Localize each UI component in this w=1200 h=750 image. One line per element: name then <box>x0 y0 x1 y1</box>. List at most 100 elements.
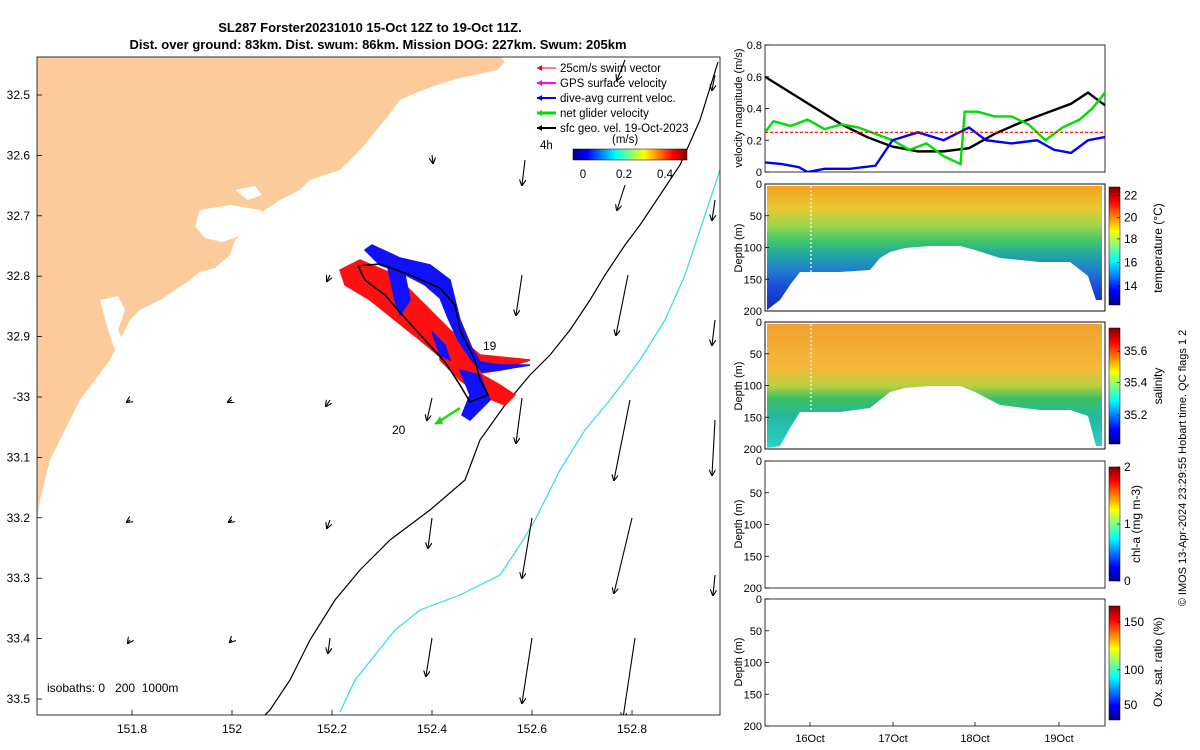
legend-entry: dive-avg current veloc. <box>560 93 676 105</box>
map-y-tick: 32.7 <box>7 209 31 223</box>
map-panel: 151.8 152 152.2 152.4 152.6 152.8 32.5 32.6 32.7… <box>7 56 721 736</box>
temperature-panel: 0 50 100 150 200 14 16 18 20 22 Depth (m) temper… <box>733 179 1165 318</box>
date-tick: 16Oct <box>795 733 824 745</box>
isobath-1000m <box>339 169 720 713</box>
legend-arrowhead <box>537 65 542 71</box>
map-y-tick: 33.1 <box>7 450 31 464</box>
colorbar-tick: 35.2 <box>1124 408 1148 422</box>
oxygen-cblabel: Ox. sat. ratio (%) <box>1151 617 1165 707</box>
depth-tick: 200 <box>744 444 762 456</box>
title-line-2: Dist. over ground: 83km. Dist. swum: 86k… <box>129 37 626 52</box>
depth-tick: 150 <box>744 274 762 286</box>
velocity-y-tick: 0 <box>756 167 762 179</box>
temperature-ylabel: Depth (m) <box>733 224 745 273</box>
legend-arrowhead <box>537 95 542 101</box>
velocity-y-tick: 0.8 <box>747 40 762 52</box>
colorbar-tick: 35.4 <box>1124 376 1148 390</box>
geo-arrow <box>229 520 232 522</box>
oxygen-panel: 0 50 100 150 200 50 100 150 Depth (m) Ox. sat.… <box>733 594 1165 745</box>
day-label-20: 20 <box>392 423 406 437</box>
depth-tick: 50 <box>750 488 762 500</box>
geo-arrow <box>328 637 330 653</box>
land <box>37 57 505 520</box>
lake <box>100 296 125 350</box>
legend-arrowhead <box>537 110 542 116</box>
velocity-y-tick: 0.2 <box>747 135 762 147</box>
colorbar-tick: 100 <box>1124 663 1144 677</box>
temperature-cblabel: temperature (°C) <box>1151 203 1165 293</box>
geo-arrow <box>623 637 636 715</box>
map-legend: 25cm/s swim vector GPS surface velocity di… <box>537 63 688 181</box>
colorbar-tick: 14 <box>1124 279 1138 293</box>
chla-ylabel: Depth (m) <box>733 500 745 549</box>
oxygen-colorbar <box>1108 605 1121 721</box>
depth-tick: 200 <box>744 306 762 318</box>
map-x-tick: 152.6 <box>517 722 547 736</box>
legend-arrowhead <box>537 125 542 131</box>
velocity-y-tick: 0.6 <box>747 72 762 84</box>
map-x-tick: 152.4 <box>417 722 447 736</box>
salinity-ylabel: Depth (m) <box>733 362 745 411</box>
geo-arrow <box>432 154 433 163</box>
map-colorbar <box>572 148 688 161</box>
current-vectors <box>363 244 531 421</box>
legend-entry: GPS surface velocity <box>560 78 667 90</box>
lake <box>195 205 275 242</box>
temperature-colorbar <box>1108 186 1121 306</box>
glider-track <box>357 263 490 403</box>
geo-arrow <box>127 400 130 402</box>
geo-arrow <box>516 397 523 443</box>
salinity-colorbar <box>1108 327 1121 445</box>
date-tick: 18Oct <box>960 733 989 745</box>
isobath-200m <box>264 61 719 715</box>
geo-arrow <box>712 419 715 475</box>
isobaths-label: isobaths: 0 200 1000m <box>47 681 178 695</box>
map-x-tick: 152.2 <box>317 722 347 736</box>
geo-arrow <box>516 274 523 315</box>
velocity-ylabel: velocity magnitude (m/s) <box>733 48 745 167</box>
velocity-series <box>765 126 1105 172</box>
geo-arrow <box>326 400 330 406</box>
map-x-tick: 152.8 <box>617 722 647 736</box>
velocity-panel: 0 0.2 0.4 0.6 0.8 velocity magnitude (m/s) <box>733 40 1106 179</box>
colorbar-tick: 2 <box>1124 460 1131 474</box>
depth-tick: 150 <box>744 551 762 563</box>
oxygen-ylabel: Depth (m) <box>733 638 745 687</box>
velocity-series <box>765 91 1105 166</box>
date-tick: 17Oct <box>878 733 907 745</box>
geostrophic-vectors <box>127 59 715 715</box>
day-label-19: 19 <box>483 339 497 353</box>
velocity-y-tick: 0.4 <box>747 104 762 116</box>
colorbar-title: (m/s) <box>612 134 638 146</box>
salinity-field <box>767 324 1102 448</box>
map-y-tick: 33.5 <box>7 692 31 706</box>
date-tick: 19Oct <box>1044 733 1073 745</box>
colorbar-tick: 35.6 <box>1124 344 1148 358</box>
geo-arrow <box>712 319 715 345</box>
geo-arrow <box>327 275 330 281</box>
title-line-1: SL287 Forster20231010 15-Oct 12Z to 19-O… <box>218 20 522 35</box>
lake <box>235 186 262 200</box>
copyright-note: © IMOS 13-Apr-2024 23:29:55 Hobart time.… <box>1177 330 1189 607</box>
geo-arrow <box>522 637 533 703</box>
depth-tick: 0 <box>756 179 762 191</box>
salinity-cblabel: salinity <box>1151 368 1165 405</box>
colorbar-tick: 22 <box>1124 188 1138 202</box>
geo-arrow <box>427 397 433 420</box>
geo-arrow <box>617 184 626 210</box>
colorbar-tick: 1 <box>1124 517 1131 531</box>
geo-arrow <box>614 517 633 593</box>
legend-4h: 4h <box>540 140 553 152</box>
map-y-tick: 33.4 <box>7 632 31 646</box>
geo-arrow <box>428 517 433 548</box>
map-x-tick: 151.8 <box>117 722 147 736</box>
depth-tick: 200 <box>744 721 762 733</box>
geo-arrow <box>712 74 715 90</box>
geo-arrow <box>327 519 330 528</box>
colorbar-tick: 0.4 <box>657 169 674 181</box>
depth-tick: 0 <box>756 594 762 606</box>
geo-arrow <box>522 517 533 578</box>
map-y-tick: 33.2 <box>7 511 31 525</box>
geo-arrow <box>614 399 631 480</box>
